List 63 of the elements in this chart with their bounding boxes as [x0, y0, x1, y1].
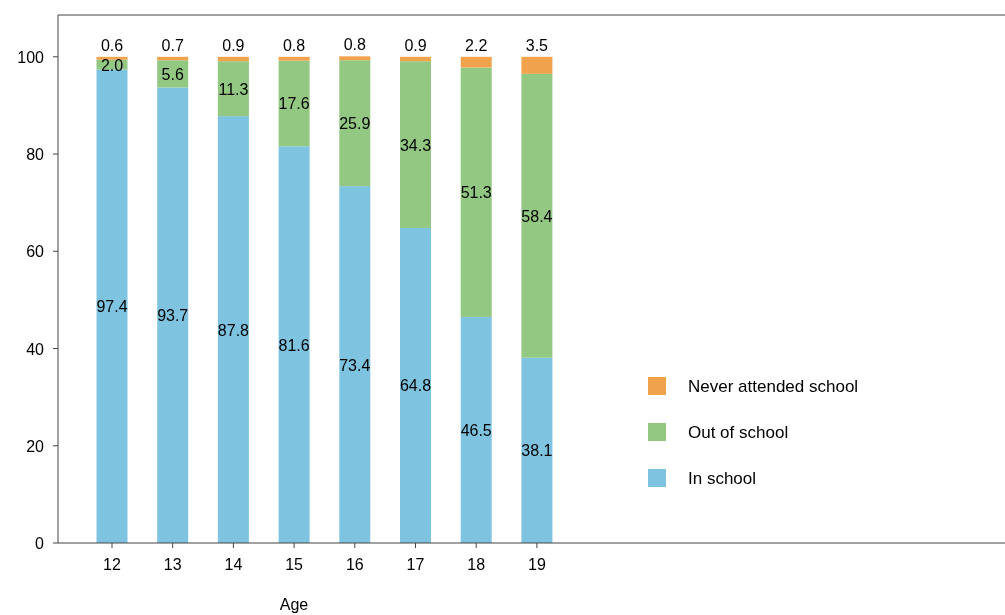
y-tick-label: 40	[26, 340, 45, 358]
bar	[278, 60, 310, 147]
bar	[521, 73, 553, 358]
legend-label: Never attended school	[688, 377, 859, 396]
data-label: 0.6	[100, 36, 124, 54]
bar	[521, 56, 553, 74]
data-label: 2.0	[100, 56, 124, 74]
y-tick-label: 80	[26, 146, 45, 164]
data-label: 73.4	[339, 356, 371, 374]
data-label: 0.9	[404, 36, 427, 54]
data-label: 97.4	[96, 298, 128, 316]
x-axis-title: Age	[279, 596, 309, 613]
bar	[217, 116, 249, 543]
bar	[96, 56, 128, 60]
data-label: 34.3	[399, 136, 432, 154]
data-label: 87.8	[217, 321, 250, 339]
data-label: 17.6	[278, 95, 310, 113]
bar	[400, 61, 431, 228]
bar	[460, 56, 492, 68]
data-label: 11.3	[218, 80, 249, 98]
bar	[339, 56, 371, 61]
data-label: 38.1	[521, 442, 553, 460]
bar	[278, 56, 310, 61]
bar	[217, 61, 249, 117]
data-label: 3.5	[525, 36, 549, 54]
y-tick-label: 0	[35, 535, 45, 552]
x-tick-label: 18	[467, 556, 486, 573]
data-label: 64.8	[399, 377, 432, 395]
data-label: 46.5	[460, 421, 492, 439]
data-label: 0.7	[161, 36, 184, 54]
x-tick-label: 12	[103, 556, 121, 573]
bar	[217, 56, 249, 62]
bar	[400, 227, 431, 543]
y-tick-label: 100	[17, 48, 45, 66]
legend-label: Out of school	[688, 423, 789, 442]
data-label: 2.2	[465, 36, 488, 54]
x-tick-label: 16	[345, 556, 364, 573]
bar	[157, 87, 189, 543]
bar	[521, 357, 553, 543]
data-label: 51.3	[460, 184, 492, 202]
bar	[460, 67, 492, 317]
x-tick-label: 14	[224, 556, 243, 573]
data-label: 93.7	[157, 307, 189, 325]
x-tick-label: 17	[406, 556, 425, 573]
x-tick-label: 13	[163, 556, 182, 573]
y-tick-label: 20	[26, 437, 45, 455]
data-label: 0.9	[222, 36, 245, 54]
data-label: 5.6	[161, 65, 184, 83]
bar	[400, 56, 431, 62]
bar	[278, 146, 310, 543]
legend-label: In school	[688, 469, 757, 488]
bar	[339, 186, 371, 543]
y-tick-label: 60	[26, 243, 45, 261]
x-tick-label: 19	[528, 556, 546, 573]
x-tick-label: 15	[285, 556, 304, 573]
data-label: 0.8	[343, 36, 367, 54]
data-label: 0.8	[282, 36, 306, 54]
bar	[96, 69, 128, 543]
bar	[339, 60, 371, 187]
data-label: 81.6	[278, 336, 310, 354]
data-label: 25.9	[339, 115, 371, 133]
bar	[460, 316, 492, 543]
data-label: 58.4	[521, 207, 553, 225]
